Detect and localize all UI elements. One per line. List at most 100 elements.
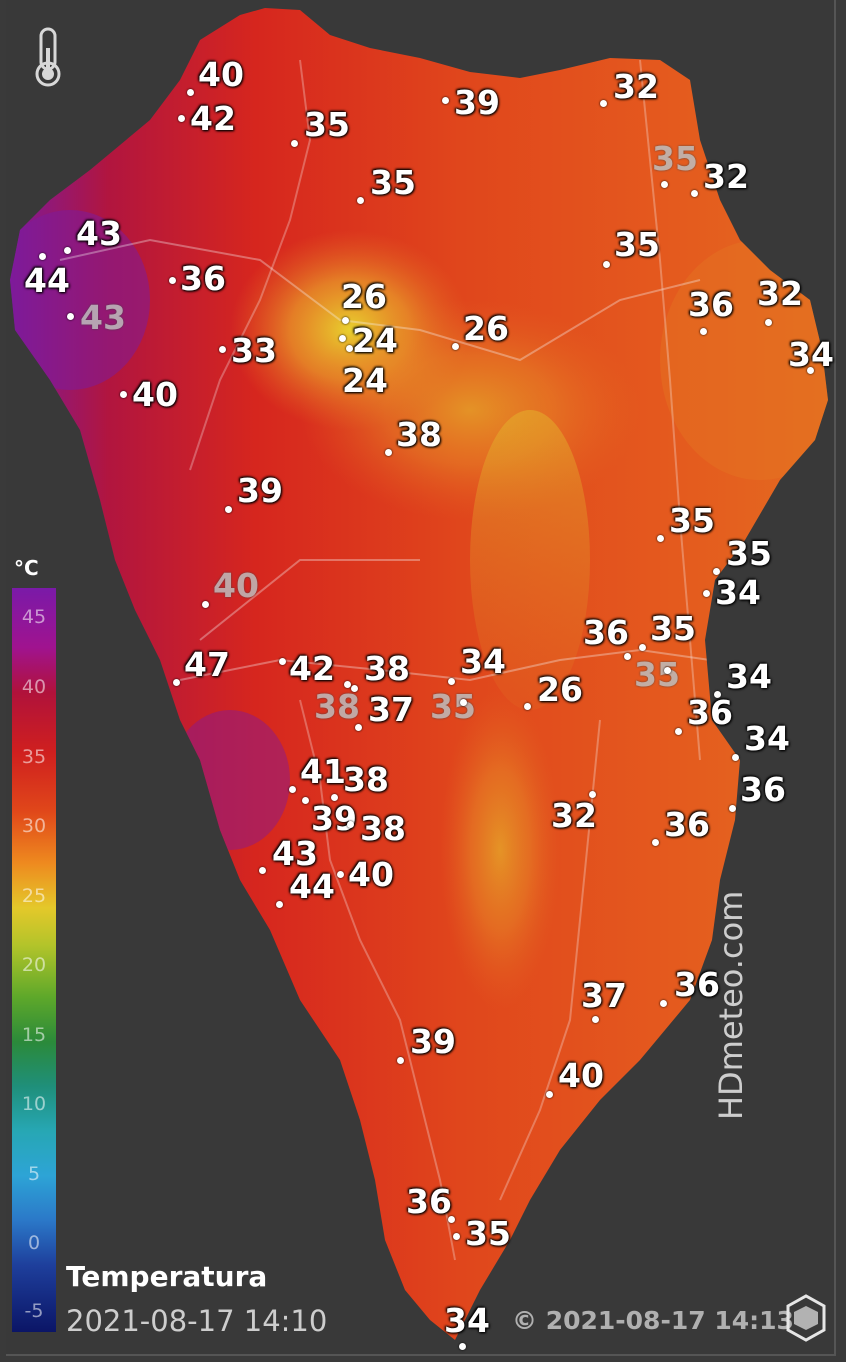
station-temperature-label: 32 [551,796,597,835]
station-marker [675,728,682,735]
station-temperature-label: 40 [348,855,394,894]
station-marker [703,590,710,597]
station-temperature-label: 40 [213,566,259,605]
station-temperature-label: 39 [454,83,500,122]
station-marker [691,190,698,197]
legend-tick-label: 45 [21,606,47,628]
station-marker [173,679,180,686]
station-marker [657,535,664,542]
station-marker [600,100,607,107]
station-marker [661,181,668,188]
station-temperature-label: 34 [726,657,772,696]
station-temperature-label: 36 [664,805,710,844]
station-temperature-label: 36 [406,1182,452,1221]
station-temperature-label: 32 [757,274,803,313]
station-temperature-label: 42 [190,99,236,138]
station-marker [291,140,298,147]
station-marker [347,821,354,828]
station-marker [592,1016,599,1023]
station-marker [524,703,531,710]
station-temperature-label: 40 [132,375,178,414]
station-marker [660,1000,667,1007]
station-marker [337,871,344,878]
station-marker [603,261,610,268]
station-temperature-label: 35 [669,501,715,540]
station-temperature-label: 35 [430,687,476,726]
station-temperature-label: 43 [76,214,122,253]
station-marker [729,805,736,812]
station-marker [276,901,283,908]
station-temperature-label: 43 [272,834,318,873]
station-marker [219,346,226,353]
station-temperature-label: 34 [744,719,790,758]
station-marker [807,367,814,374]
station-temperature-label: 36 [674,965,720,1004]
station-temperature-label: 38 [396,415,442,454]
station-marker [459,1343,466,1350]
station-temperature-label: 37 [368,690,414,729]
station-temperature-label: 38 [314,687,360,726]
station-marker [302,797,309,804]
station-marker [342,317,349,324]
station-marker [732,754,739,761]
station-temperature-label: 36 [740,770,786,809]
station-temperature-label: 43 [80,298,126,337]
station-marker [453,1233,460,1240]
station-marker [452,343,459,350]
station-temperature-label: 47 [184,645,230,684]
station-temperature-label: 26 [463,309,509,348]
station-temperature-label: 44 [289,867,335,906]
station-temperature-label: 33 [231,331,277,370]
station-marker [202,601,209,608]
station-marker [331,794,338,801]
station-marker [765,319,772,326]
legend-unit: °C [14,556,39,580]
station-marker [64,247,71,254]
station-temperature-label: 37 [581,976,627,1015]
station-temperature-label: 35 [614,225,660,264]
station-marker [639,644,646,651]
station-temperature-label: 38 [364,649,410,688]
legend-tick-label: 0 [27,1232,41,1254]
station-temperature-label: 34 [444,1301,490,1340]
legend-tick-label: 40 [21,676,47,698]
legend-tick-label: 5 [27,1163,41,1185]
legend-tick-label: 25 [21,885,47,907]
legend-tick-label: 30 [21,815,47,837]
legend-tick-label: 10 [21,1093,47,1115]
station-marker [700,328,707,335]
thermometer-icon [35,27,61,87]
brand-logo-icon [786,1294,826,1342]
station-marker [346,345,353,352]
legend-tick-label: -5 [24,1300,44,1322]
station-marker [344,681,351,688]
station-marker [355,724,362,731]
station-marker [442,97,449,104]
legend-color-bar [12,588,56,1332]
station-marker [624,653,631,660]
station-marker [397,1057,404,1064]
station-marker [351,685,358,692]
station-temperature-label: 35 [650,609,696,648]
station-marker [120,391,127,398]
station-temperature-label: 32 [613,67,659,106]
station-temperature-label: 26 [341,277,387,316]
legend-tick-label: 20 [21,954,47,976]
station-marker [714,691,721,698]
station-marker [713,568,720,575]
station-temperature-label: 32 [703,157,749,196]
station-marker [259,867,266,874]
station-marker [225,506,232,513]
station-temperature-label: 34 [715,573,761,612]
station-temperature-label: 42 [289,649,335,688]
station-marker [339,335,346,342]
station-temperature-label: 24 [352,321,398,360]
station-temperature-label: 44 [24,261,70,300]
station-temperature-label: 39 [410,1022,456,1061]
station-marker [178,115,185,122]
station-temperature-label: 34 [788,335,834,374]
station-marker [39,253,46,260]
copyright-text: © 2021-08-17 14:13 [512,1306,794,1335]
